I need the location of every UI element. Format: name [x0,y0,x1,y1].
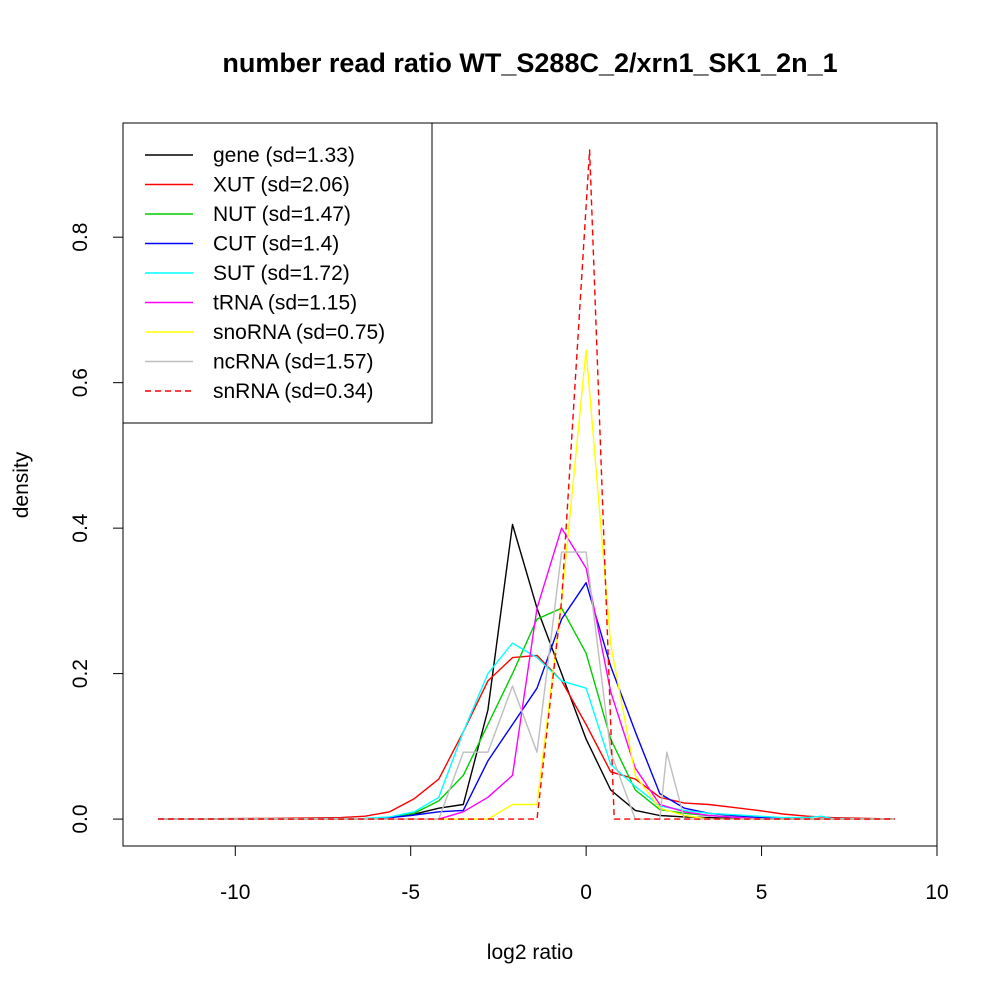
y-tick-label: 0.4 [69,513,92,543]
series-line-snrna [158,149,895,820]
legend-label-gene: gene (sd=1.33) [213,144,355,167]
y-axis: 0.0 0.2 0.4 0.6 0.8 [69,223,124,834]
chart-title: number read ratio WT_S288C_2/xrn1_SK1_2n… [222,48,837,78]
y-tick-label: 0.0 [69,804,92,833]
series-line-sut [158,642,895,820]
legend-label-trna: tRNA (sd=1.15) [213,292,357,315]
series-line-gene [158,523,895,820]
y-tick-label: 0.6 [69,368,92,397]
x-tick-label: 0 [580,881,592,904]
series-line-nut [158,607,895,820]
x-axis: -10 -5 0 5 10 [220,845,949,904]
y-axis-label: density [10,451,33,518]
series-line-ncrna [158,551,895,820]
legend-label-snrna: snRNA (sd=0.34) [213,380,374,403]
series-line-cut [158,582,895,820]
y-tick-label: 0.2 [69,659,92,688]
series-line-snorna [158,349,895,820]
legend-label-xut: XUT (sd=2.06) [213,174,350,197]
x-tick-label: 10 [925,881,948,904]
legend-label-nut: NUT (sd=1.47) [213,203,351,226]
x-tick-label: -10 [220,881,250,904]
legend: gene (sd=1.33) XUT (sd=2.06) NUT (sd=1.47)… [122,122,433,424]
x-axis-label: log2 ratio [487,941,573,964]
legend-label-cut: CUT (sd=1.4) [213,233,339,256]
series-line-trna [158,527,895,820]
x-tick-label: 5 [756,881,768,904]
legend-label-ncrna: ncRNA (sd=1.57) [213,351,374,374]
y-tick-label: 0.8 [69,223,92,252]
plot-lines [158,149,895,820]
legend-label-sut: SUT (sd=1.72) [213,262,350,285]
series-line-xut [158,654,895,820]
x-tick-label: -5 [401,881,420,904]
legend-label-snorna: snoRNA (sd=0.75) [213,321,385,344]
